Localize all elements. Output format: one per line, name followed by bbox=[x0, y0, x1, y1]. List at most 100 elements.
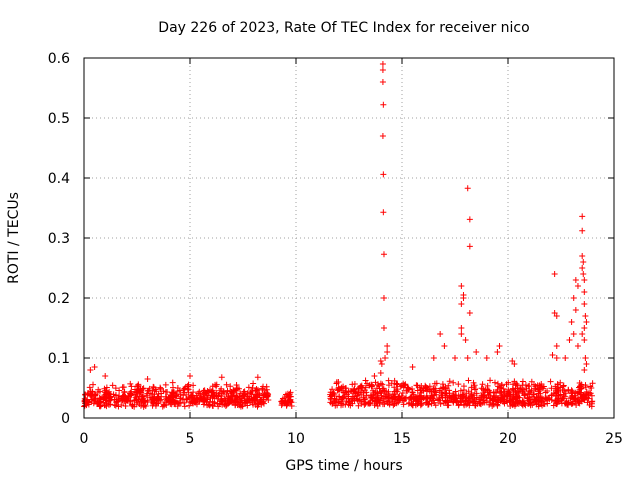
chart-title: Day 226 of 2023, Rate Of TEC Index for r… bbox=[158, 20, 529, 36]
x-tick-label: 0 bbox=[80, 431, 89, 447]
data-point bbox=[542, 389, 549, 396]
data-point bbox=[521, 391, 528, 398]
data-point bbox=[237, 390, 244, 397]
data-point bbox=[498, 388, 505, 395]
data-point bbox=[174, 403, 181, 410]
data-point bbox=[356, 385, 363, 392]
data-point bbox=[397, 383, 404, 390]
data-point bbox=[583, 388, 590, 395]
data-point bbox=[455, 392, 462, 399]
data-point bbox=[487, 377, 494, 384]
data-point bbox=[232, 398, 239, 405]
data-point bbox=[149, 396, 156, 403]
data-point bbox=[85, 401, 92, 408]
data-point bbox=[263, 394, 270, 401]
data-point bbox=[452, 355, 458, 361]
data-point bbox=[466, 243, 473, 250]
data-point bbox=[111, 396, 118, 403]
data-point bbox=[535, 386, 542, 393]
data-point bbox=[185, 381, 192, 388]
data-point bbox=[213, 381, 220, 388]
data-point bbox=[264, 393, 271, 400]
data-point bbox=[380, 171, 387, 178]
data-point bbox=[560, 395, 567, 402]
data-point bbox=[538, 380, 545, 387]
data-point bbox=[283, 391, 290, 398]
data-point bbox=[90, 381, 97, 388]
data-point bbox=[351, 385, 358, 392]
data-point bbox=[115, 403, 122, 410]
data-point bbox=[457, 387, 464, 394]
data-point bbox=[348, 388, 355, 395]
data-point bbox=[579, 253, 586, 259]
data-point bbox=[180, 387, 187, 394]
data-point bbox=[278, 402, 285, 409]
data-point bbox=[222, 397, 229, 404]
data-point bbox=[430, 397, 437, 404]
data-point bbox=[554, 381, 561, 388]
data-point bbox=[129, 401, 136, 408]
data-point bbox=[511, 361, 518, 367]
data-point bbox=[245, 384, 252, 391]
data-point bbox=[141, 397, 148, 404]
data-point bbox=[384, 343, 391, 349]
data-point bbox=[363, 389, 370, 396]
data-point bbox=[221, 401, 228, 408]
data-point bbox=[162, 388, 169, 395]
data-point bbox=[343, 385, 350, 392]
data-point bbox=[239, 403, 246, 410]
data-point bbox=[361, 396, 368, 403]
data-point bbox=[395, 399, 402, 406]
data-point bbox=[582, 313, 589, 319]
data-point bbox=[219, 398, 226, 405]
data-point bbox=[103, 384, 110, 391]
data-point bbox=[560, 383, 567, 390]
data-point bbox=[495, 399, 502, 406]
data-point bbox=[380, 251, 387, 258]
data-point bbox=[403, 387, 410, 394]
data-point bbox=[255, 401, 262, 408]
data-point bbox=[472, 402, 479, 409]
data-point bbox=[135, 396, 142, 403]
data-point bbox=[250, 380, 257, 387]
data-point bbox=[374, 396, 381, 403]
data-point bbox=[358, 400, 365, 407]
data-point bbox=[491, 379, 498, 386]
data-point bbox=[95, 386, 102, 393]
data-point bbox=[378, 392, 385, 399]
data-point bbox=[365, 400, 372, 407]
data-point bbox=[570, 295, 577, 301]
data-point bbox=[254, 374, 261, 381]
data-point bbox=[408, 394, 415, 401]
data-point bbox=[529, 401, 536, 408]
data-point bbox=[345, 401, 352, 408]
data-point bbox=[375, 397, 382, 404]
data-point bbox=[189, 394, 196, 401]
data-point bbox=[85, 390, 92, 397]
data-point bbox=[107, 401, 114, 408]
data-point bbox=[327, 391, 334, 398]
data-point bbox=[417, 402, 424, 409]
data-point bbox=[574, 283, 581, 289]
data-point bbox=[377, 358, 384, 364]
data-point bbox=[128, 391, 135, 398]
data-point bbox=[379, 67, 386, 73]
data-point bbox=[259, 385, 266, 392]
data-point bbox=[91, 396, 98, 403]
data-point bbox=[205, 388, 212, 395]
data-point bbox=[428, 388, 435, 395]
y-tick-label: 0.3 bbox=[48, 231, 70, 247]
data-point bbox=[510, 396, 517, 403]
data-point bbox=[577, 382, 584, 389]
data-point bbox=[437, 331, 444, 337]
data-point bbox=[371, 373, 378, 379]
data-point bbox=[565, 387, 572, 394]
data-point bbox=[581, 277, 588, 283]
data-point bbox=[214, 400, 221, 407]
data-point bbox=[571, 396, 578, 403]
data-point bbox=[577, 397, 584, 404]
data-point bbox=[393, 381, 400, 388]
data-point bbox=[385, 395, 392, 402]
data-point bbox=[91, 364, 98, 370]
data-point bbox=[481, 399, 488, 406]
